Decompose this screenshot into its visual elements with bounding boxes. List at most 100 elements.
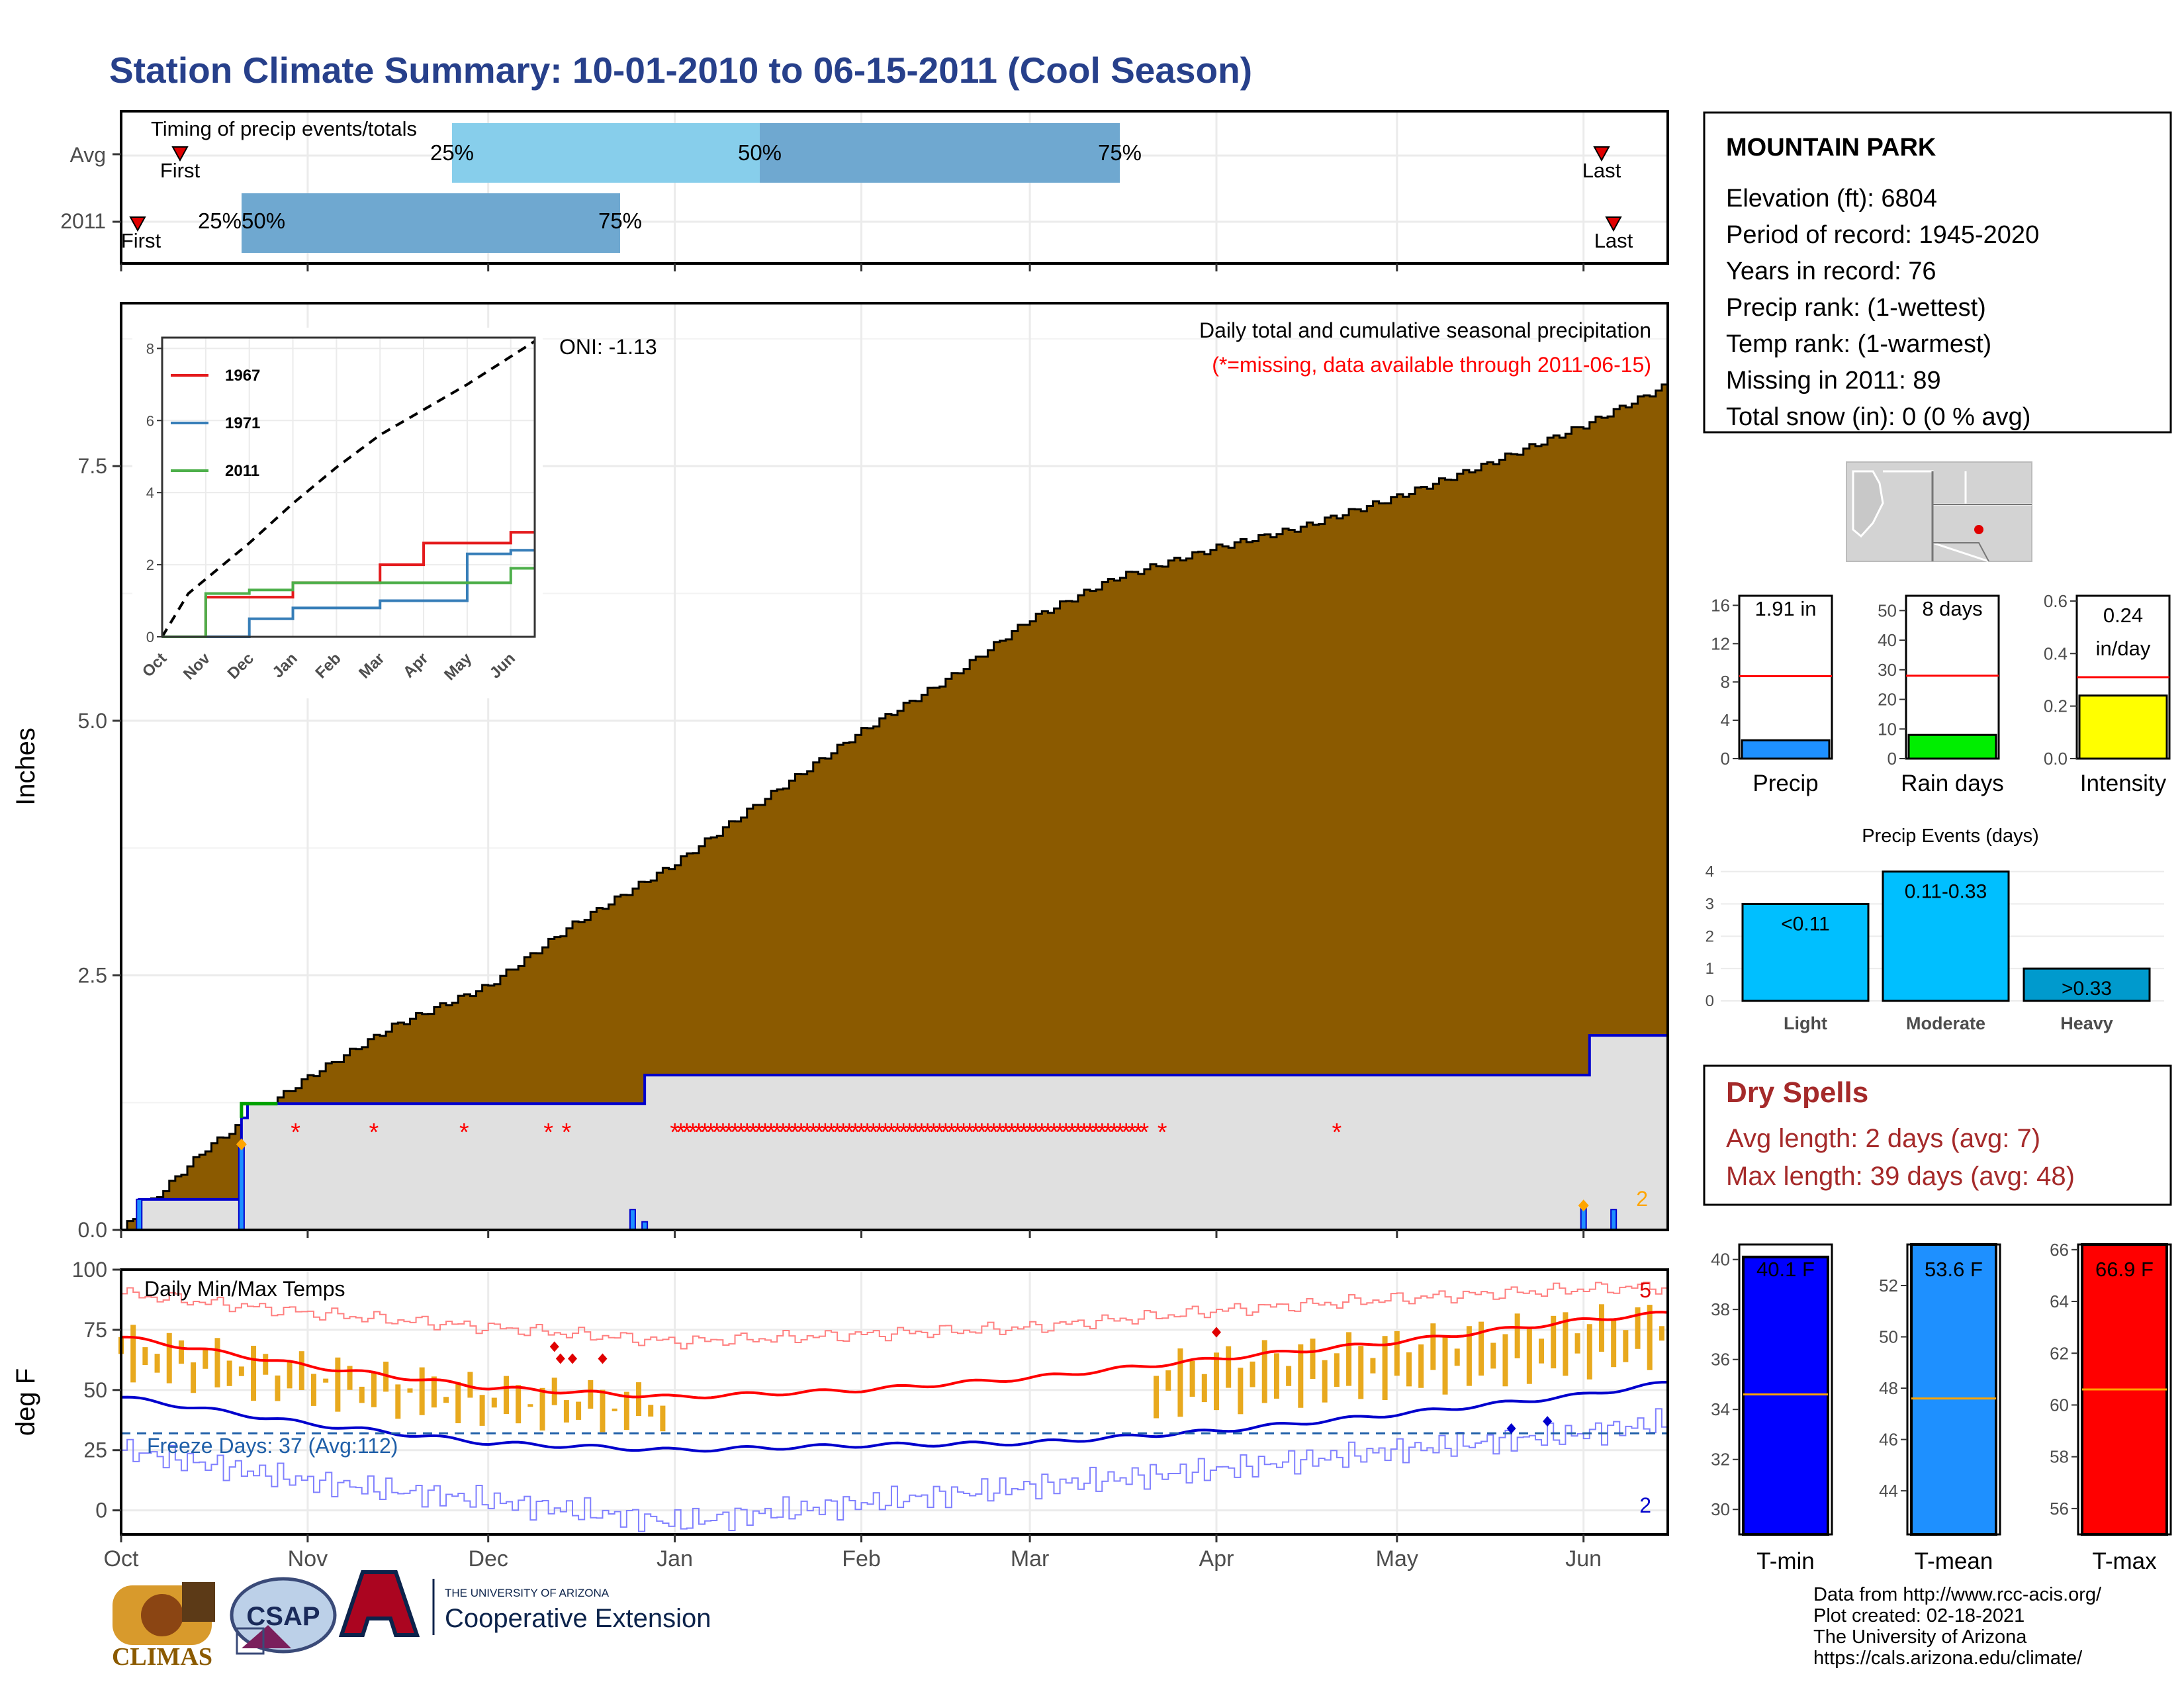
timing-avg-first-marker	[171, 146, 189, 162]
missing-day-marker: *	[802, 1119, 812, 1147]
mini-bar-frame	[1905, 594, 2000, 760]
daily-temp-bar	[310, 1374, 316, 1406]
daily-temp-bar	[1539, 1338, 1545, 1364]
missing-day-marker: *	[459, 1119, 469, 1147]
month-label: Apr	[1199, 1546, 1234, 1571]
missing-day-marker: *	[1031, 1119, 1041, 1147]
events-tick-label: 0	[1706, 992, 1714, 1010]
timing-avg-first-label: First	[160, 159, 201, 182]
mini-bar-tick-label: 0.0	[2044, 749, 2068, 769]
missing-day-marker: *	[929, 1119, 938, 1147]
inset-ytick-label: 8	[146, 340, 154, 357]
temp-bar-label: T-max	[2092, 1548, 2157, 1574]
daily-temp-bar	[1418, 1344, 1424, 1388]
missing-day-marker: *	[868, 1119, 878, 1147]
temp-bar	[1742, 1255, 1829, 1536]
missing-day-marker: *	[562, 1119, 572, 1147]
event-category-label: Moderate	[1906, 1013, 1985, 1033]
temp-bar-tick-label: 60	[2050, 1395, 2069, 1415]
event-bar-label: >0.33	[2062, 978, 2112, 1000]
event-bar	[1741, 902, 1870, 1002]
mini-bar-tick-label: 12	[1711, 633, 1730, 653]
daily-temp-bar	[1430, 1323, 1436, 1370]
daily-temp-bar	[154, 1354, 160, 1373]
daily-temp-bar	[1250, 1361, 1255, 1387]
temp-bar-tick-label: 30	[1711, 1499, 1730, 1519]
mini-bar	[1907, 733, 1997, 760]
inset-legend-label: 1967	[225, 367, 260, 385]
dry-spells-title: Dry Spells	[1726, 1076, 1868, 1109]
mini-bar	[2078, 694, 2168, 760]
missing-day-marker: *	[923, 1119, 933, 1147]
daily-temp-bar	[1611, 1319, 1617, 1368]
temp-record-diamond	[598, 1353, 608, 1364]
missing-day-marker: *	[712, 1119, 722, 1147]
daily-temp-bar	[1514, 1313, 1520, 1358]
daily-temp-bar	[178, 1340, 184, 1364]
footer-credit-line: The University of Arizona	[1813, 1626, 2027, 1648]
event-bar	[1882, 870, 2010, 1002]
daily-temp-bar	[1574, 1333, 1580, 1354]
daily-temp-bar	[516, 1385, 522, 1424]
temp-bg	[121, 1270, 1668, 1534]
daily-temp-bar	[1382, 1336, 1388, 1400]
missing-note: (*=missing, data available through 2011-…	[1212, 353, 1651, 377]
mini-bar-tick-label: 40	[1878, 630, 1897, 650]
mini-bar-tick-label: 20	[1878, 690, 1897, 710]
missing-day-marker: *	[682, 1119, 692, 1147]
temp-bar-value: 53.6 F	[1925, 1258, 1983, 1281]
mini-bar-label: Intensity	[2080, 771, 2167, 796]
daily-temp-bar	[1479, 1321, 1484, 1376]
missing-day-marker: *	[760, 1119, 770, 1147]
inset-series-line	[162, 567, 535, 638]
mini-bar-tick-label: 10	[1878, 719, 1897, 739]
daily-temp-bar	[1623, 1330, 1629, 1362]
missing-day-marker: *	[736, 1119, 746, 1147]
daily-temp-bar	[371, 1372, 377, 1407]
timing-avg-last-marker	[1593, 146, 1610, 162]
missing-day-marker: *	[989, 1119, 999, 1147]
temp-count-low: 2	[1639, 1493, 1651, 1517]
missing-day-marker: *	[953, 1119, 963, 1147]
missing-day-marker: *	[977, 1119, 987, 1147]
temp-ytick-label: 75	[83, 1318, 107, 1342]
daily-temp-bar	[1201, 1374, 1207, 1403]
timing-2011-pct25-50: 25%50%	[198, 209, 285, 233]
daily-temp-bar	[563, 1400, 569, 1423]
daily-temp-bar	[323, 1378, 329, 1383]
missing-day-marker: *	[1133, 1119, 1143, 1147]
missing-day-marker: *	[1115, 1119, 1125, 1147]
mini-bar-tick-label: 0	[1888, 749, 1897, 769]
mini-bar-value: 8 days	[1922, 597, 1982, 620]
right-column: MOUNTAIN PARK Elevation (ft): 6804 Period …	[1703, 111, 2172, 1574]
mini-bar-tick-label: 16	[1711, 595, 1730, 615]
map-state-border	[1933, 542, 1989, 562]
daily-temp-bar	[142, 1347, 148, 1366]
average-min-line	[120, 1381, 1668, 1453]
station-info-line: Elevation (ft): 6804	[1726, 185, 1937, 212]
daily-temp-bar	[1213, 1352, 1219, 1411]
missing-day-marker: *	[899, 1119, 909, 1147]
daily-temp-bar	[1370, 1358, 1376, 1374]
temp-bar-tick-label: 50	[1879, 1327, 1898, 1347]
missing-day-marker: *	[905, 1119, 915, 1147]
missing-day-marker: *	[766, 1119, 776, 1147]
missing-day-marker: *	[1121, 1119, 1131, 1147]
station-info-line: Period of record: 1945-2020	[1726, 221, 2039, 249]
missing-day-marker: *	[1019, 1119, 1029, 1147]
dry-spells-avg: Avg length: 2 days (avg: 7)	[1726, 1124, 2040, 1153]
missing-day-marker: *	[808, 1119, 818, 1147]
daily-temp-bar	[1286, 1366, 1292, 1386]
csap-logo-cloud	[230, 1577, 337, 1654]
daily-temp-bar	[1442, 1337, 1448, 1395]
missing-day-marker: *	[784, 1119, 794, 1147]
daily-temp-bar	[539, 1387, 545, 1431]
temp-bar-value: 40.1 F	[1756, 1258, 1815, 1281]
temp-ytick-label: 0	[95, 1499, 107, 1523]
missing-day-marker: *	[1055, 1119, 1065, 1147]
daily-temp-bar	[527, 1404, 533, 1407]
mini-bar-tick-label: 50	[1878, 600, 1897, 620]
station-info-box	[1703, 111, 2172, 434]
timing-row-label-2011: 2011	[60, 209, 106, 233]
